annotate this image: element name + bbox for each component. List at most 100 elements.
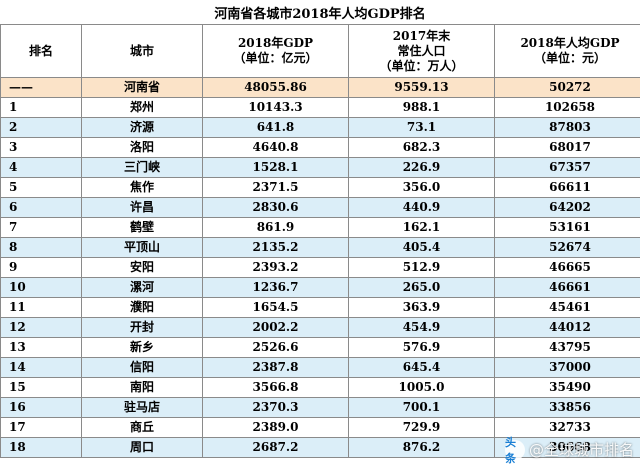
header-pop-line1: 2017年末 xyxy=(392,28,451,43)
cell-gdp: 641.8 xyxy=(202,117,349,138)
cell-per-capita-gdp: 68017 xyxy=(494,137,640,158)
table-row: 3 洛阳 4640.8 682.3 68017 xyxy=(0,137,640,158)
header-gdp-line1: 2018年GDP xyxy=(237,36,314,50)
header-per-line1: 2018年人均GDP xyxy=(520,36,620,50)
cell-gdp: 4640.8 xyxy=(202,137,349,158)
cell-gdp: 2526.6 xyxy=(202,337,349,358)
header-population: 2017年末 常住人口 （单位：万人） xyxy=(348,24,495,78)
table-row: 4 三门峡 1528.1 226.9 67357 xyxy=(0,157,640,178)
header-gdp-line2: （单位：亿元） xyxy=(233,51,318,65)
header-per-capita: 2018年人均GDP （单位：元） xyxy=(494,24,640,78)
cell-rank: 11 xyxy=(0,297,82,318)
table-row: 14 信阳 2387.8 645.4 37000 xyxy=(0,357,640,378)
header-row: 排名 城市 2018年GDP （单位：亿元） 2017年末 常住人口 （单位：万… xyxy=(0,24,640,78)
header-rank: 排名 xyxy=(0,24,82,78)
table-row: 5 焦作 2371.5 356.0 66611 xyxy=(0,177,640,198)
cell-per-capita-gdp: 87803 xyxy=(494,117,640,138)
cell-city: 驻马店 xyxy=(81,397,203,418)
cell-gdp: 48055.86 xyxy=(202,77,349,98)
cell-gdp: 2371.5 xyxy=(202,177,349,198)
cell-gdp: 1654.5 xyxy=(202,297,349,318)
cell-gdp: 2687.2 xyxy=(202,437,349,458)
cell-population: 356.0 xyxy=(348,177,495,198)
cell-rank: 1 xyxy=(0,97,82,118)
cell-city: 洛阳 xyxy=(81,137,203,158)
cell-rank: 12 xyxy=(0,317,82,338)
table-row: 11 濮阳 1654.5 363.9 45461 xyxy=(0,297,640,318)
cell-rank: 14 xyxy=(0,357,82,378)
cell-gdp: 1528.1 xyxy=(202,157,349,178)
cell-population: 576.9 xyxy=(348,337,495,358)
cell-city: 三门峡 xyxy=(81,157,203,178)
cell-rank: —— xyxy=(0,77,82,98)
cell-gdp: 2135.2 xyxy=(202,237,349,258)
cell-population: 729.9 xyxy=(348,417,495,438)
cell-city: 漯河 xyxy=(81,277,203,298)
cell-rank: 5 xyxy=(0,177,82,198)
cell-per-capita-gdp: 30668 xyxy=(494,437,640,458)
cell-rank: 4 xyxy=(0,157,82,178)
cell-population: 440.9 xyxy=(348,197,495,218)
cell-city: 许昌 xyxy=(81,197,203,218)
table-row: 18 周口 2687.2 876.2 30668 xyxy=(0,437,640,458)
cell-per-capita-gdp: 50272 xyxy=(494,77,640,98)
cell-per-capita-gdp: 46661 xyxy=(494,277,640,298)
cell-rank: 16 xyxy=(0,397,82,418)
table-row: 2 济源 641.8 73.1 87803 xyxy=(0,117,640,138)
cell-population: 73.1 xyxy=(348,117,495,138)
cell-gdp: 10143.3 xyxy=(202,97,349,118)
table-row: 6 许昌 2830.6 440.9 64202 xyxy=(0,197,640,218)
table-row: 13 新乡 2526.6 576.9 43795 xyxy=(0,337,640,358)
table-row: 16 驻马店 2370.3 700.1 33856 xyxy=(0,397,640,418)
cell-population: 682.3 xyxy=(348,137,495,158)
cell-rank: 18 xyxy=(0,437,82,458)
cell-population: 9559.13 xyxy=(348,77,495,98)
cell-per-capita-gdp: 52674 xyxy=(494,237,640,258)
province-row: —— 河南省 48055.86 9559.13 50272 xyxy=(0,77,640,98)
table-row: 15 南阳 3566.8 1005.0 35490 xyxy=(0,377,640,398)
cell-rank: 7 xyxy=(0,217,82,238)
cell-city: 济源 xyxy=(81,117,203,138)
cell-per-capita-gdp: 66611 xyxy=(494,177,640,198)
header-gdp: 2018年GDP （单位：亿元） xyxy=(202,24,349,78)
cell-population: 700.1 xyxy=(348,397,495,418)
table-row: 10 漯河 1236.7 265.0 46661 xyxy=(0,277,640,298)
cell-per-capita-gdp: 32733 xyxy=(494,417,640,438)
cell-rank: 13 xyxy=(0,337,82,358)
cell-population: 226.9 xyxy=(348,157,495,178)
cell-gdp: 3566.8 xyxy=(202,377,349,398)
cell-population: 512.9 xyxy=(348,257,495,278)
cell-population: 265.0 xyxy=(348,277,495,298)
cell-rank: 3 xyxy=(0,137,82,158)
table-row: 8 平顶山 2135.2 405.4 52674 xyxy=(0,237,640,258)
cell-rank: 17 xyxy=(0,417,82,438)
table-row: 17 商丘 2389.0 729.9 32733 xyxy=(0,417,640,438)
cell-gdp: 861.9 xyxy=(202,217,349,238)
cell-population: 162.1 xyxy=(348,217,495,238)
cell-city: 平顶山 xyxy=(81,237,203,258)
cell-per-capita-gdp: 102658 xyxy=(494,97,640,118)
ranking-table: 排名 城市 2018年GDP （单位：亿元） 2017年末 常住人口 （单位：万… xyxy=(0,24,640,458)
cell-city: 新乡 xyxy=(81,337,203,358)
cell-rank: 2 xyxy=(0,117,82,138)
header-per-line2: （单位：元） xyxy=(533,51,606,65)
cell-per-capita-gdp: 67357 xyxy=(494,157,640,178)
cell-city: 鹤壁 xyxy=(81,217,203,238)
cell-rank: 8 xyxy=(0,237,82,258)
table-row: 7 鹤壁 861.9 162.1 53161 xyxy=(0,217,640,238)
cell-rank: 10 xyxy=(0,277,82,298)
cell-per-capita-gdp: 44012 xyxy=(494,317,640,338)
cell-per-capita-gdp: 37000 xyxy=(494,357,640,378)
cell-per-capita-gdp: 64202 xyxy=(494,197,640,218)
cell-gdp: 2370.3 xyxy=(202,397,349,418)
cell-city: 开封 xyxy=(81,317,203,338)
cell-gdp: 2830.6 xyxy=(202,197,349,218)
header-city: 城市 xyxy=(81,24,203,78)
table-row: 12 开封 2002.2 454.9 44012 xyxy=(0,317,640,338)
cell-gdp: 2393.2 xyxy=(202,257,349,278)
cell-city: 郑州 xyxy=(81,97,203,118)
cell-gdp: 1236.7 xyxy=(202,277,349,298)
cell-gdp: 2387.8 xyxy=(202,357,349,378)
cell-city: 信阳 xyxy=(81,357,203,378)
table-title: 河南省各城市2018年人均GDP排名 xyxy=(0,0,640,25)
